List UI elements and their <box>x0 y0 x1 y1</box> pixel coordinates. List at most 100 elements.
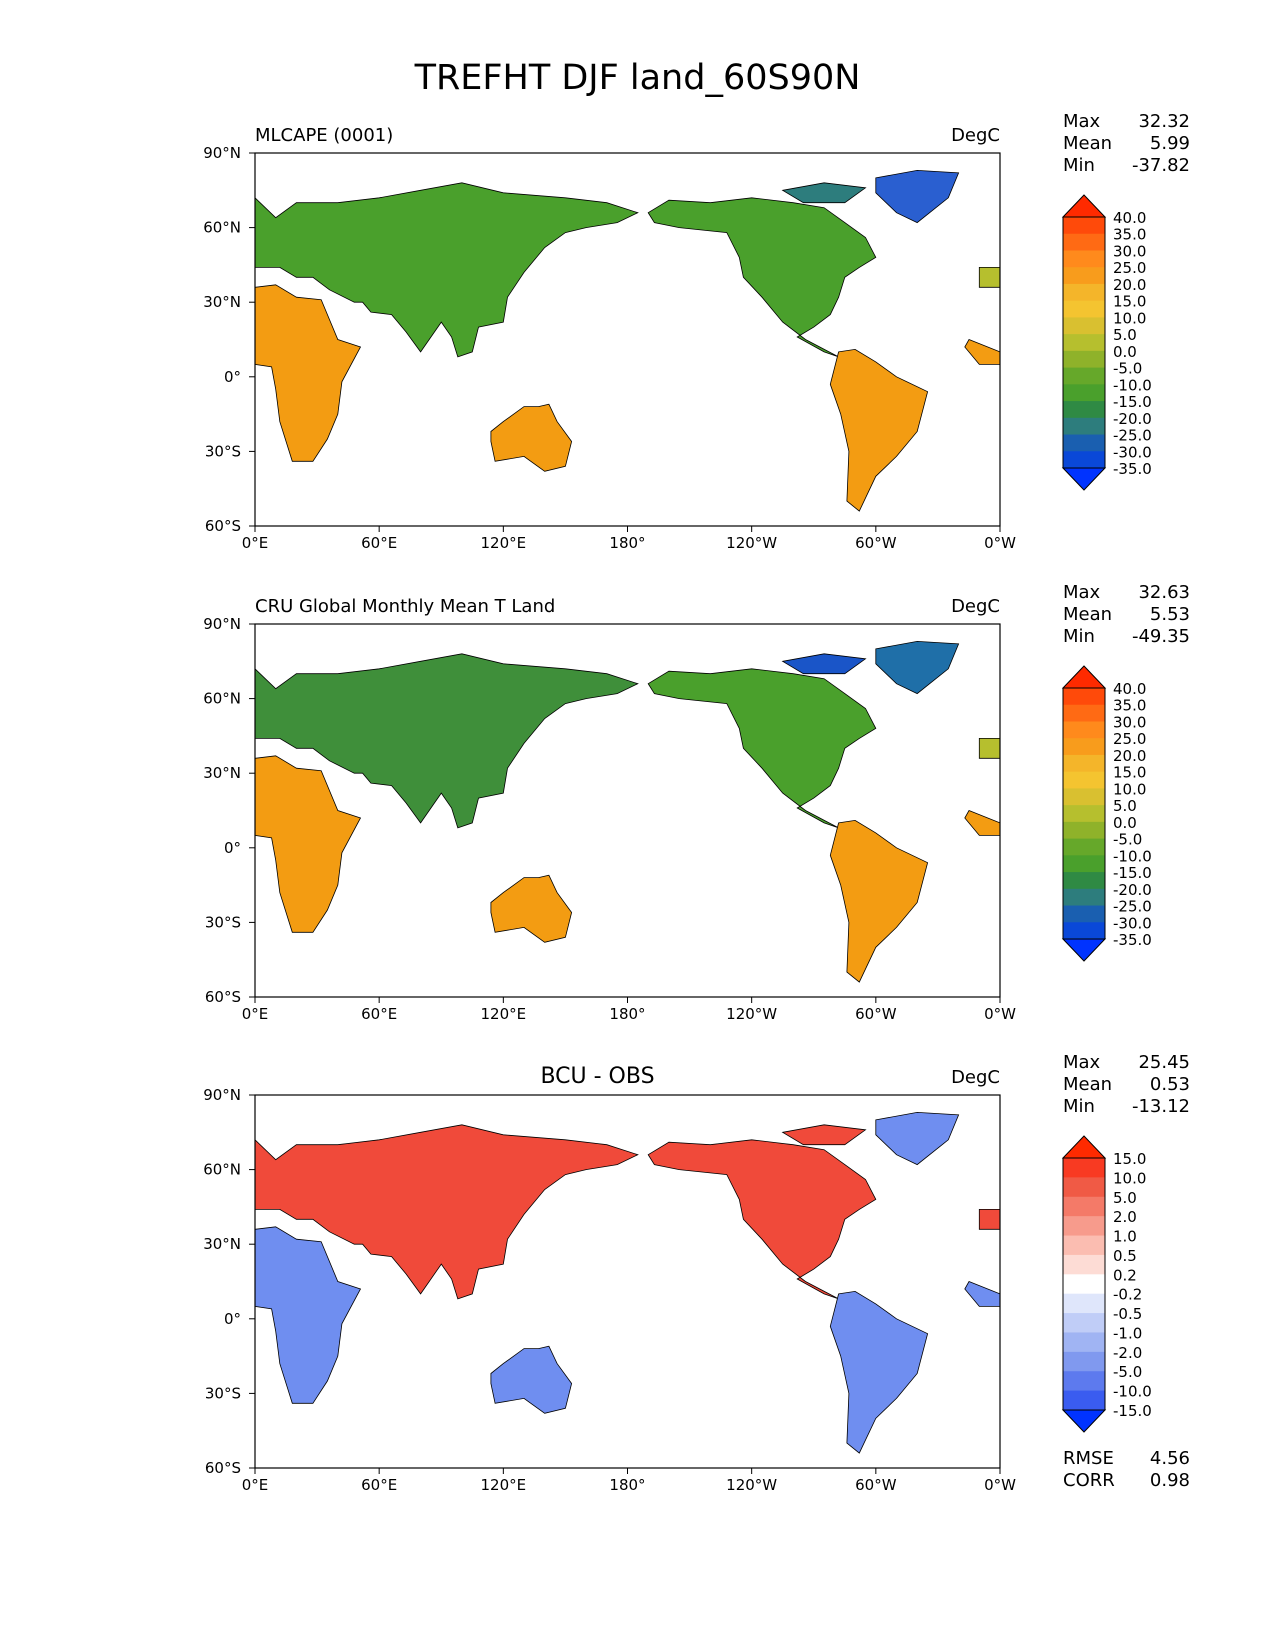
land-samerica-2 <box>829 819 929 983</box>
x-tick-label-1: 120°W <box>726 534 777 552</box>
y-tick-label-2: 90°N <box>203 615 241 633</box>
y-tick-label-2: 60°S <box>205 988 241 1006</box>
land-africa-3 <box>254 1226 362 1404</box>
colorbar-segment-2 <box>1063 688 1105 706</box>
colorbar-tick-label-2: 25.0 <box>1113 730 1146 748</box>
x-tick-label-1: 0°W <box>984 534 1016 552</box>
x-tick-label-2: 120°E <box>481 1005 527 1023</box>
colorbar-tick-label-2: -15.0 <box>1113 864 1152 882</box>
colorbar-segment-2 <box>1063 888 1105 907</box>
x-tick-label-2: 60°W <box>855 1005 897 1023</box>
y-tick-label-2: 60°N <box>203 690 241 708</box>
y-tick-label-3: 60°N <box>203 1161 241 1179</box>
land-west_africa_w-1 <box>964 338 1001 365</box>
colorbar-tick-label-1: 35.0 <box>1113 226 1146 244</box>
colorbar-tick-label-2: 30.0 <box>1113 713 1146 731</box>
stat-value-min: -49.35 <box>1132 626 1190 647</box>
x-tick-label-2: 0°W <box>984 1005 1016 1023</box>
colorbar-segment-3 <box>1063 1332 1105 1353</box>
land-australia-2 <box>490 874 573 943</box>
colorbar-segment-3 <box>1063 1293 1105 1314</box>
colorbar-tick-label-2: -10.0 <box>1113 847 1152 865</box>
colorbar-tick-label-1: 10.0 <box>1113 309 1146 327</box>
stat-label-mean: Mean <box>1063 1074 1112 1095</box>
colorbar-tick-label-3: 15.0 <box>1113 1150 1146 1168</box>
colorbar-segment-1 <box>1063 434 1105 452</box>
stat-value-max: 25.45 <box>1138 1052 1190 1073</box>
stat-value-corr: 0.98 <box>1150 1470 1190 1491</box>
colorbar-tick-label-2: -30.0 <box>1113 914 1152 932</box>
colorbar-extend-top-1 <box>1061 194 1107 218</box>
y-tick-label-3: 0° <box>224 1310 241 1328</box>
land-australia-3 <box>490 1345 573 1414</box>
colorbar-frame-2 <box>1062 687 1106 940</box>
figure-title: TREFHT DJF land_60S90N <box>414 58 861 98</box>
colorbar-segment-3 <box>1063 1390 1105 1411</box>
colorbar-segment-3 <box>1063 1274 1105 1295</box>
colorbar-segment-3 <box>1063 1351 1105 1372</box>
stat-value-max: 32.63 <box>1138 582 1190 603</box>
colorbar-segment-2 <box>1063 788 1105 806</box>
colorbar-tick-label-3: 1.0 <box>1113 1228 1137 1246</box>
panel-units-1: DegC <box>951 125 1000 146</box>
colorbar-tick-label-1: -30.0 <box>1113 443 1152 461</box>
land-australia-1 <box>490 403 573 472</box>
colorbar-segment-1 <box>1063 233 1105 251</box>
colorbar-segment-2 <box>1063 721 1105 739</box>
colorbar-tick-label-3: -2.0 <box>1113 1344 1142 1362</box>
land-greenland-3 <box>875 1111 960 1166</box>
colorbar-segment-2 <box>1063 905 1105 923</box>
y-tick-label-2: 30°N <box>203 764 241 782</box>
y-tick-label-3: 90°N <box>203 1086 241 1104</box>
colorbar-segment-2 <box>1063 872 1105 890</box>
panel-title-3: BCU - OBS <box>540 1064 654 1089</box>
colorbar-tick-label-1: -15.0 <box>1113 393 1152 411</box>
colorbar-tick-label-3: -15.0 <box>1113 1402 1152 1420</box>
land-iberia_w-2 <box>978 738 1001 759</box>
colorbar-tick-label-3: 0.5 <box>1113 1247 1137 1265</box>
land-west_africa_w-2 <box>964 809 1001 836</box>
colorbar-segment-2 <box>1063 922 1105 940</box>
land-greenland-2 <box>875 640 960 695</box>
panel-units-2: DegC <box>951 596 1000 617</box>
land-arctic_is-1 <box>781 182 867 204</box>
x-tick-label-1: 0°E <box>242 534 269 552</box>
y-tick-label-3: 60°S <box>205 1459 241 1477</box>
colorbar-tick-label-3: -0.2 <box>1113 1286 1142 1304</box>
x-tick-label-3: 60°W <box>855 1476 897 1494</box>
y-tick-label-2: 0° <box>224 839 241 857</box>
land-eurasia-1 <box>254 182 639 358</box>
y-tick-label-1: 60°N <box>203 219 241 237</box>
colorbar-extend-bottom-2 <box>1061 938 1107 962</box>
x-tick-label-3: 120°W <box>726 1476 777 1494</box>
colorbar-segment-2 <box>1063 805 1105 823</box>
colorbar-tick-label-1: 20.0 <box>1113 276 1146 294</box>
land-eurasia-2 <box>254 653 639 829</box>
colorbar-tick-label-3: -10.0 <box>1113 1383 1152 1401</box>
y-tick-label-1: 90°N <box>203 144 241 162</box>
y-tick-label-2: 30°S <box>205 913 241 931</box>
x-tick-label-2: 180° <box>609 1005 645 1023</box>
stat-label-min: Min <box>1063 155 1095 176</box>
stat-value-min: -13.12 <box>1132 1096 1190 1117</box>
stat-label-max: Max <box>1063 111 1101 132</box>
stat-label-min: Min <box>1063 1096 1095 1117</box>
land-namerica-3 <box>647 1139 877 1300</box>
stat-label-corr: CORR <box>1063 1470 1115 1491</box>
colorbar-extend-bottom-3 <box>1061 1409 1107 1433</box>
colorbar-segment-1 <box>1063 401 1105 419</box>
colorbar-tick-label-2: -25.0 <box>1113 898 1152 916</box>
colorbar-tick-label-1: -35.0 <box>1113 460 1152 478</box>
y-tick-label-1: 60°S <box>205 517 241 535</box>
stat-label-mean: Mean <box>1063 604 1112 625</box>
colorbar-segment-3 <box>1063 1313 1105 1333</box>
land-greenland-1 <box>875 169 960 224</box>
colorbar-tick-label-2: 35.0 <box>1113 697 1146 715</box>
panel-title-1: MLCAPE (0001) <box>255 125 393 146</box>
colorbar-tick-label-1: 15.0 <box>1113 293 1146 311</box>
colorbar-segment-3 <box>1063 1235 1105 1256</box>
y-tick-label-1: 30°S <box>205 442 241 460</box>
colorbar-tick-label-3: -5.0 <box>1113 1363 1142 1381</box>
colorbar-tick-label-2: 10.0 <box>1113 780 1146 798</box>
